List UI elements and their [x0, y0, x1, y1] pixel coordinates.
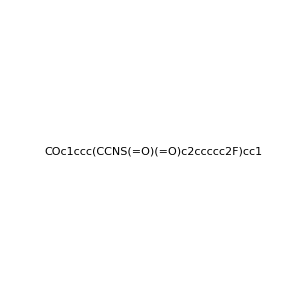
Text: COc1ccc(CCNS(=O)(=O)c2ccccc2F)cc1: COc1ccc(CCNS(=O)(=O)c2ccccc2F)cc1 [45, 146, 263, 157]
